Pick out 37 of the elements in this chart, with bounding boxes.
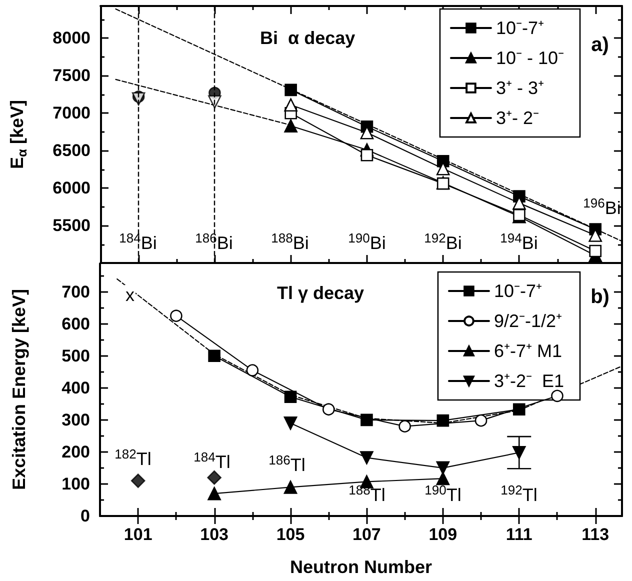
x-tick-label: 107	[352, 525, 381, 544]
y-tick-label: 7500	[52, 66, 90, 86]
annotation: x	[126, 285, 134, 305]
legend-label: 9/2⁻-1/2⁺	[494, 311, 562, 331]
y-tick-label: 6000	[52, 178, 90, 198]
y-tick-label: 600	[62, 314, 90, 334]
legend-label: 3⁺ - 3⁺	[496, 78, 544, 98]
y-tick-label: 700	[62, 282, 90, 302]
y-tick-label: 300	[62, 410, 90, 430]
y-tick-label: 6500	[52, 141, 90, 160]
y-tick-label: 0	[80, 506, 90, 526]
legend-label: 10⁻-7⁺	[494, 281, 542, 301]
y-tick-label: 400	[62, 378, 90, 398]
legend-label: 10⁻ - 10⁻	[496, 48, 564, 68]
y-axis-title: Eα [keV]	[7, 100, 30, 170]
y-tick-label: 7000	[52, 104, 90, 123]
y-tick-label: 8000	[52, 28, 90, 48]
y-tick-label: 500	[62, 346, 90, 366]
x-tick-label: 109	[428, 525, 458, 544]
y-tick-label: 5500	[52, 216, 90, 236]
y-tick-label: 200	[62, 442, 90, 462]
legend-label: 3⁺- 2⁻	[496, 108, 539, 128]
y-axis-title: Excitation Energy [keV]	[9, 288, 29, 490]
x-tick-label: 101	[124, 525, 152, 544]
legend-label: 3⁺-2⁻ E1	[494, 371, 564, 391]
annotation: b)	[590, 286, 610, 308]
x-tick-label: 105	[276, 525, 305, 544]
text: Bi α decay	[260, 28, 356, 48]
y-tick-label: 100	[62, 474, 90, 494]
text: Tl γ decay	[277, 283, 364, 303]
x-tick-label: 111	[506, 525, 532, 544]
annotation: a)	[591, 34, 609, 56]
x-axis-title: Neutron Number	[290, 557, 432, 577]
legend-label: 6⁺-7⁺ M1	[494, 341, 562, 361]
legend-label: 10⁻-7⁺	[496, 18, 544, 38]
x-tick-label: 113	[582, 525, 610, 544]
x-tick-label: 103	[200, 525, 228, 544]
